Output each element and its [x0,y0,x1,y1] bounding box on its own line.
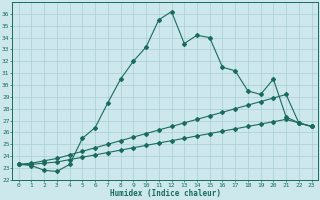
X-axis label: Humidex (Indice chaleur): Humidex (Indice chaleur) [110,189,220,198]
